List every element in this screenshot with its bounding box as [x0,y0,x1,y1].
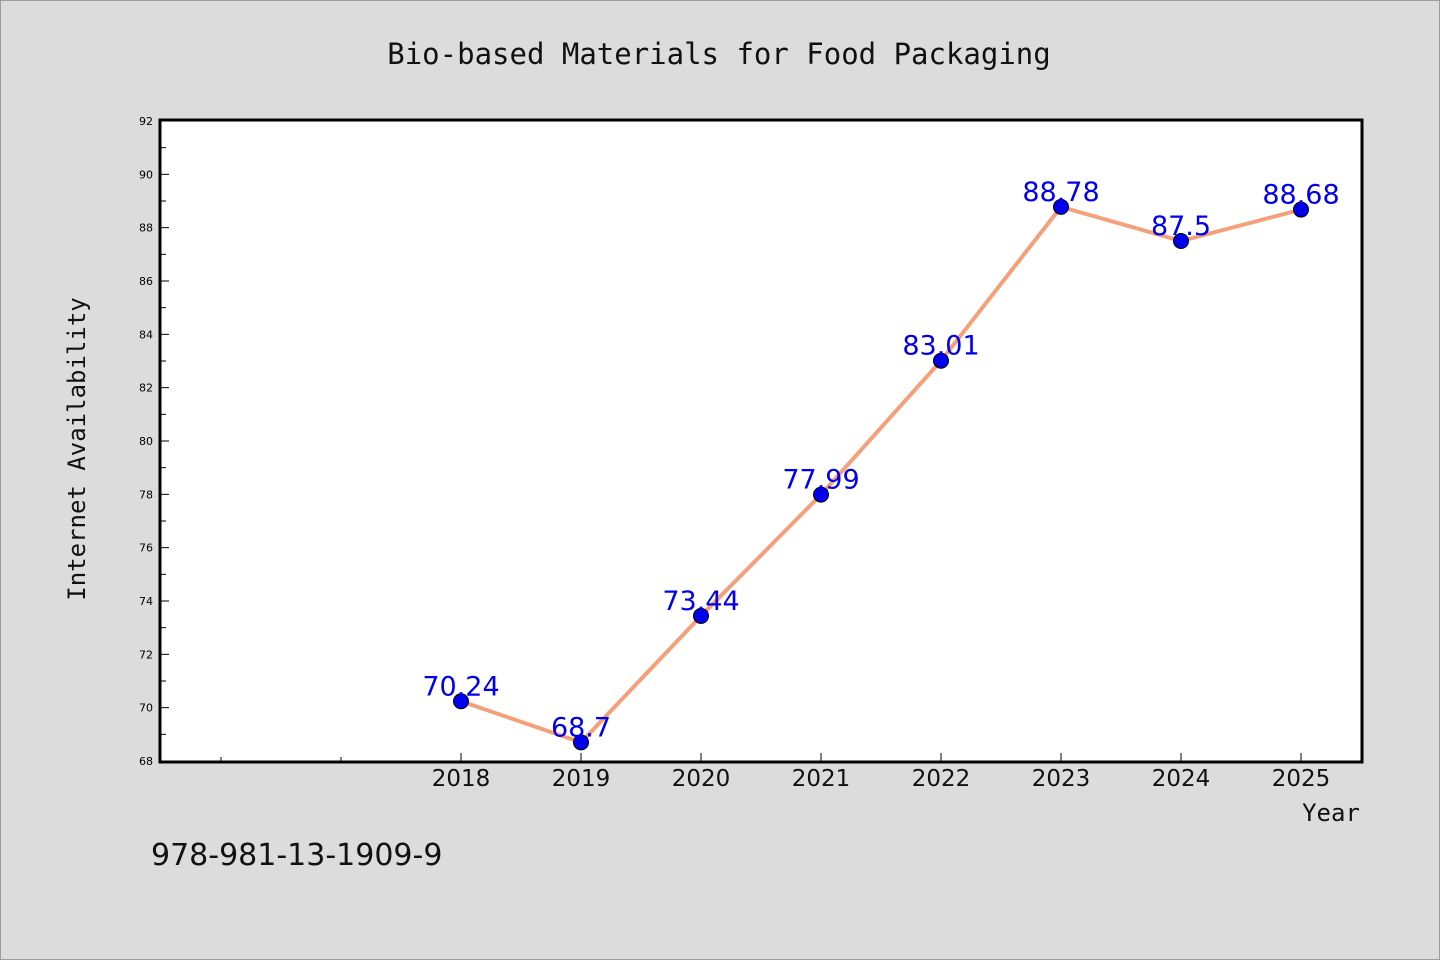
isbn-caption: 978-981-13-1909-9 [151,838,442,873]
data-point [453,693,469,710]
data-point [1053,198,1069,215]
x-tick-label: 2020 [672,766,731,792]
data-label: 70.24 [422,671,499,702]
x-tick-label: 2019 [552,766,611,792]
y-tick-label: 74 [139,595,153,608]
data-point [1293,201,1309,218]
y-tick-label: 70 [139,702,153,715]
x-axis: 2018 2019 2020 2021 2022 2023 2024 2025 [220,753,1331,792]
data-label: 77.99 [782,465,859,496]
data-label: 68.7 [551,712,611,743]
y-axis-title: Internet Availability [63,297,91,600]
y-tick-label: 86 [139,275,153,288]
x-axis-title: Year [1302,799,1360,827]
y-tick-label: 78 [139,488,153,501]
y-tick-label: 84 [139,328,153,341]
data-label: 83.01 [902,331,979,362]
x-tick-label: 2021 [792,766,851,792]
data-label: 88.78 [1022,177,1099,208]
data-label: 73.44 [662,586,739,617]
y-tick-label: 76 [139,542,153,555]
series-line [459,204,1303,745]
data-point [1173,233,1189,249]
plot-area [158,118,1364,764]
x-tick-label: 2024 [1152,766,1211,792]
y-tick-label: 68 [139,755,153,768]
x-tick-label: 2025 [1272,766,1331,792]
y-tick-label: 92 [139,115,153,128]
y-tick-label: 72 [139,648,153,661]
y-axis: 68 70 72 74 76 78 80 82 84 86 88 90 92 [139,115,169,768]
data-point [573,734,589,751]
data-point [693,607,709,624]
x-tick-label: 2023 [1032,766,1091,792]
chart-title: Bio-based Materials for Food Packaging [387,37,1050,71]
series-layer: 70.24 68.7 73.44 77.99 83.01 88.78 87.5 88.68 [422,177,1340,751]
data-point [933,352,949,369]
data-point [813,486,829,503]
y-tick-label: 80 [139,435,153,448]
data-label: 87.5 [1151,211,1211,242]
y-tick-label: 82 [139,382,153,395]
x-tick-label: 2022 [912,766,971,792]
x-tick-label: 2018 [432,766,491,792]
y-tick-label: 90 [139,168,153,181]
data-label: 88.68 [1262,180,1339,211]
y-tick-label: 88 [139,222,153,235]
